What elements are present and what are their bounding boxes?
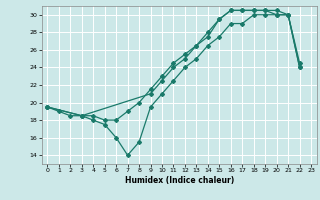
X-axis label: Humidex (Indice chaleur): Humidex (Indice chaleur)	[124, 176, 234, 185]
